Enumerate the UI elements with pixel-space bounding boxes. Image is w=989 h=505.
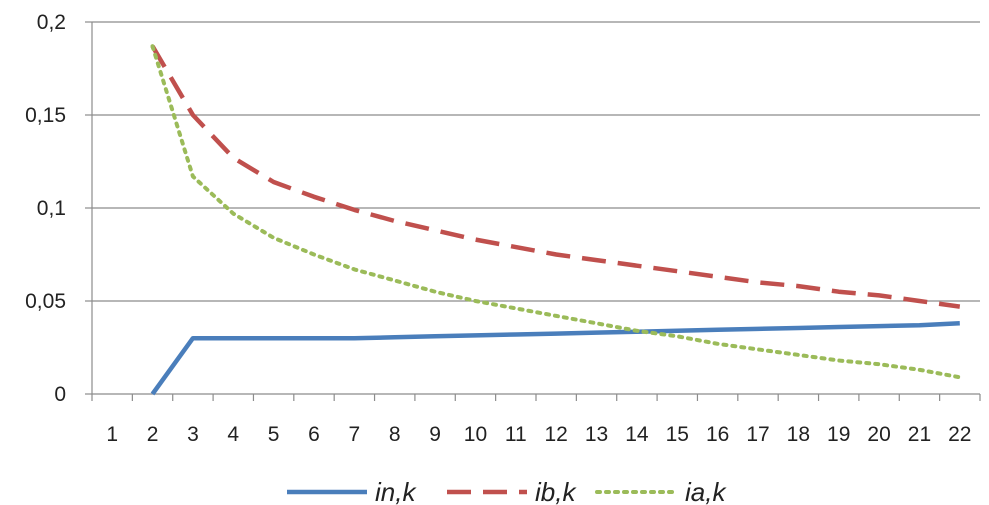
y-tick-label: 0,1 [37,197,66,220]
series-lines [150,44,962,396]
y-tick-label: 0 [54,383,66,406]
x-tick-label: 13 [585,423,608,446]
legend-label-3: ia,k [685,477,727,505]
series-line-1 [150,321,960,396]
x-tick-label: 20 [867,423,890,446]
x-tick-label: 5 [268,423,280,446]
x-tick-label: 2 [147,423,159,446]
y-tick-label: 0,05 [25,290,66,313]
y-tick-label: 0,2 [37,11,66,34]
x-tick-label: 10 [464,423,487,446]
x-tick-label: 14 [625,423,649,446]
x-tick-label: 7 [349,423,361,446]
x-tick-label: 15 [666,423,689,446]
x-tick-label: 3 [187,423,199,446]
x-tick-label: 1 [106,423,118,446]
x-tick-label: 11 [505,423,527,446]
x-tick-label: 18 [787,423,810,446]
x-tick-label: 8 [389,423,401,446]
series-line-3 [150,44,962,380]
legend-label-1: in,k [375,477,417,505]
legend-label-2: ib,k [535,477,577,505]
x-axis: 1 2 3 4 5 6 7 8 9 10 11 12 13 14 15 16 17 18 19 20 21 22 [91,393,981,446]
x-tick-label: 22 [948,423,971,446]
x-tick-label: 17 [746,423,769,446]
x-tick-label: 6 [308,423,320,446]
x-tick-label: 12 [545,423,568,446]
y-axis: 0 0,05 0,1 0,15 0,2 [25,11,93,406]
x-tick-label: 19 [827,423,850,446]
y-tick-label: 0,15 [25,104,66,127]
legend: in,k ib,k ia,k [287,477,727,505]
series-line-2 [150,45,961,309]
gridlines [92,21,980,302]
x-tick-label: 21 [908,423,931,446]
x-tick-label: 4 [227,423,239,446]
x-tick-label: 16 [706,423,729,446]
x-tick-label: 9 [429,423,441,446]
